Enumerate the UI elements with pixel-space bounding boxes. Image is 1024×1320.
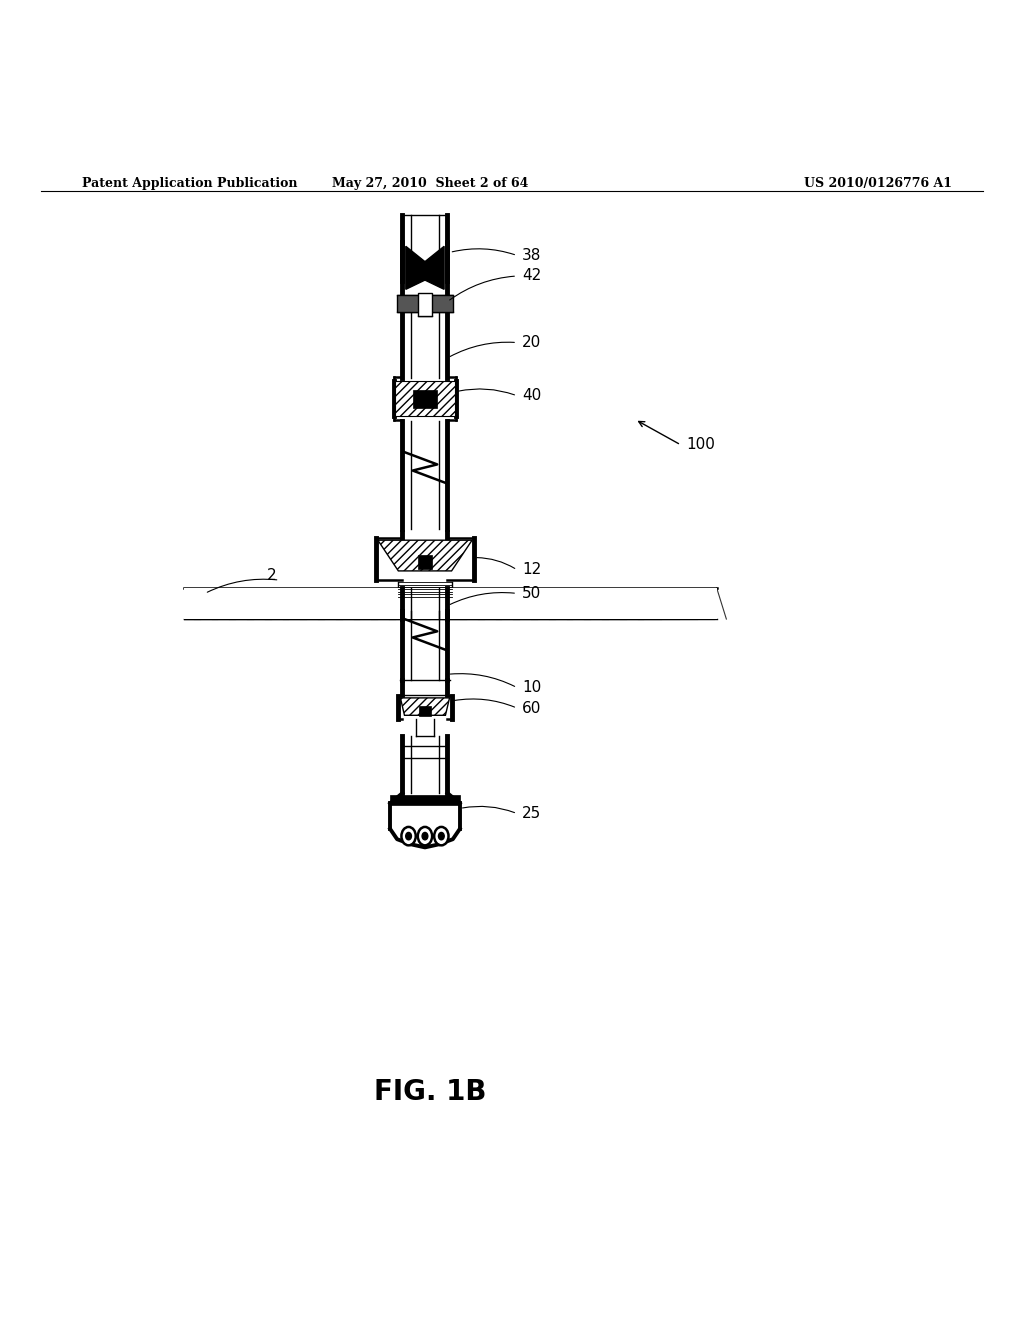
- Text: 40: 40: [522, 388, 542, 404]
- Text: US 2010/0126776 A1: US 2010/0126776 A1: [804, 177, 952, 190]
- Text: 25: 25: [522, 807, 542, 821]
- Bar: [418, 293, 432, 315]
- Ellipse shape: [418, 826, 432, 845]
- Bar: [419, 706, 431, 717]
- Text: FIG. 1B: FIG. 1B: [374, 1078, 486, 1106]
- Bar: [390, 795, 460, 805]
- Text: 60: 60: [522, 701, 542, 715]
- Bar: [397, 296, 453, 312]
- Text: 10: 10: [522, 680, 542, 696]
- Bar: [184, 589, 717, 619]
- Text: 20: 20: [522, 335, 542, 350]
- Text: May 27, 2010  Sheet 2 of 64: May 27, 2010 Sheet 2 of 64: [332, 177, 528, 190]
- Polygon shape: [406, 247, 425, 289]
- Ellipse shape: [406, 833, 412, 840]
- Polygon shape: [425, 247, 444, 289]
- Bar: [413, 391, 437, 408]
- Ellipse shape: [401, 826, 416, 845]
- Text: 100: 100: [686, 437, 715, 453]
- Bar: [395, 381, 455, 416]
- Text: 12: 12: [522, 562, 542, 577]
- Text: 2: 2: [267, 568, 276, 582]
- Bar: [418, 554, 432, 569]
- Text: 38: 38: [522, 248, 542, 263]
- Polygon shape: [378, 540, 472, 572]
- Ellipse shape: [434, 826, 449, 845]
- Polygon shape: [400, 698, 450, 715]
- Ellipse shape: [438, 833, 444, 840]
- Text: 50: 50: [522, 586, 542, 601]
- Text: 42: 42: [522, 268, 542, 284]
- Text: Patent Application Publication: Patent Application Publication: [82, 177, 297, 190]
- Ellipse shape: [422, 833, 428, 840]
